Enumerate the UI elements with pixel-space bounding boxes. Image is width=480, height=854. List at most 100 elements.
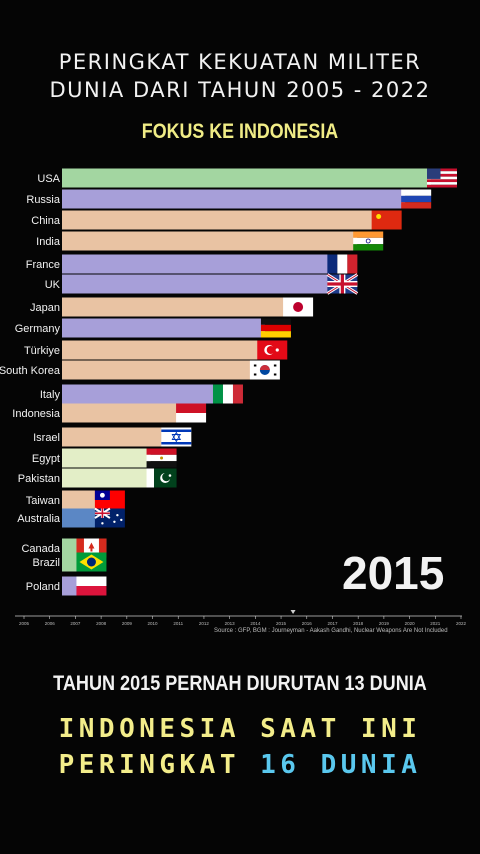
subtitle: FOKUS KE INDONESIA [141, 120, 339, 143]
bar-label: Poland [26, 581, 60, 593]
flag-il-icon [161, 427, 192, 447]
bar-south-korea [62, 360, 254, 380]
bar-label: Canada [21, 543, 60, 555]
bar-label: South Korea [0, 365, 61, 377]
x-tick-label: 2022 [456, 621, 467, 626]
bar-group-taiwan: Taiwan [26, 490, 125, 510]
bar-group-pakistan: Pakistan [18, 468, 177, 488]
title-line-1: PERINGKAT KEKUATAN MILITER [58, 50, 422, 74]
x-tick-label: 2008 [96, 621, 107, 626]
x-tick-label: 2014 [250, 621, 261, 626]
bar-uk [62, 274, 332, 294]
x-tick-label: 2010 [148, 621, 159, 626]
bar-label: China [31, 215, 61, 227]
bar-group-france: France [26, 254, 358, 274]
caption: TAHUN 2015 PERNAH DIURUTAN 13 DUNIA [53, 672, 427, 695]
bar-india [62, 231, 358, 251]
bar-usa [62, 168, 431, 188]
x-tick-label: 2018 [353, 621, 364, 626]
flag-it-icon [212, 384, 243, 404]
bar-australia [62, 508, 99, 528]
bar-group-uk: UK [45, 273, 359, 295]
bar-brazil [62, 552, 81, 572]
bar-label: Egypt [32, 453, 60, 465]
bar-group-poland: Poland [26, 576, 107, 596]
source-note: Source : GFP, BGM : Journeyman - Aakash … [214, 628, 448, 634]
flag-cn-icon [371, 210, 402, 230]
highlight-rank: 16 DUNIA [260, 750, 422, 780]
flag-eg-icon [146, 448, 177, 468]
bar-label: Germany [15, 323, 61, 335]
flag-de-icon [260, 318, 291, 338]
bar-group-indonesia: Indonesia [12, 403, 207, 423]
bar-chart: USA Russia China India France UK Japan Germany T… [0, 168, 467, 626]
bar-label: Pakistan [18, 473, 60, 485]
bar-italy [62, 384, 217, 404]
bar-group-israel: Israel [33, 427, 192, 447]
flag-fr-icon [327, 254, 358, 274]
bar-label: Türkiye [24, 345, 60, 357]
x-tick-label: 2005 [19, 621, 30, 626]
x-tick-label: 2011 [173, 621, 183, 626]
bar-israel [62, 427, 166, 447]
flag-br-icon [76, 552, 107, 572]
bar-label: Brazil [32, 557, 60, 569]
flag-au-icon [94, 507, 125, 528]
bar-label: Taiwan [26, 495, 60, 507]
bar-group-china: China [31, 210, 402, 230]
flag-jp-icon [283, 297, 314, 317]
bar-label: Australia [17, 513, 61, 525]
flag-gb-icon [326, 273, 359, 295]
bar-poland [62, 576, 81, 596]
year-marker-icon [290, 610, 296, 614]
bar-label: Italy [40, 389, 61, 401]
flag-ru-icon [401, 189, 432, 209]
flag-us-icon [427, 168, 457, 188]
flag-pl-icon [76, 576, 107, 596]
bar-group-egypt: Egypt [32, 448, 177, 468]
bar-group-türkiye: Türkiye [24, 340, 288, 360]
current-year: 2015 [342, 547, 445, 599]
bar-taiwan [62, 490, 99, 510]
bar-label: Israel [33, 432, 60, 444]
x-tick-label: 2013 [225, 621, 236, 626]
highlight-line-2: PERINGKAT 16 DUNIA [0, 750, 480, 780]
bar-label: India [36, 236, 61, 248]
x-tick-label: 2009 [122, 621, 133, 626]
bar-china [62, 210, 376, 230]
x-tick-label: 2007 [70, 621, 81, 626]
bar-group-japan: Japan [30, 297, 314, 317]
flag-kr-icon [249, 360, 280, 380]
x-tick-label: 2017 [327, 621, 338, 626]
flag-in-icon [353, 231, 384, 251]
flag-tw-icon [94, 490, 125, 510]
bar-label: USA [37, 173, 60, 185]
x-tick-label: 2012 [199, 621, 210, 626]
bar-label: Russia [26, 194, 61, 206]
flag-tr-icon [257, 340, 288, 360]
highlight-line-1: INDONESIA SAAT INI [58, 714, 422, 744]
bar-group-italy: Italy [40, 384, 243, 404]
flag-id-icon [176, 403, 207, 423]
bar-label: UK [45, 279, 61, 291]
bar-group-india: India [36, 231, 384, 251]
bar-group-south-korea: South Korea [0, 360, 280, 380]
bar-pakistan [62, 468, 151, 488]
bar-france [62, 254, 332, 274]
bar-türkiye [62, 340, 262, 360]
bar-germany [62, 318, 265, 338]
x-tick-label: 2006 [45, 621, 56, 626]
highlight-prefix: PERINGKAT [58, 750, 261, 780]
x-tick-label: 2015 [276, 621, 287, 626]
bar-japan [62, 297, 288, 317]
bar-group-usa: USA [37, 168, 457, 188]
x-tick-label: 2019 [379, 621, 390, 626]
bar-label: France [26, 259, 60, 271]
bar-label: Japan [30, 302, 60, 314]
bar-group-russia: Russia [26, 189, 432, 209]
bar-group-germany: Germany [15, 318, 291, 338]
x-tick-label: 2016 [302, 621, 313, 626]
bar-russia [62, 189, 406, 209]
bar-label: Indonesia [12, 408, 61, 420]
x-tick-label: 2020 [405, 621, 416, 626]
